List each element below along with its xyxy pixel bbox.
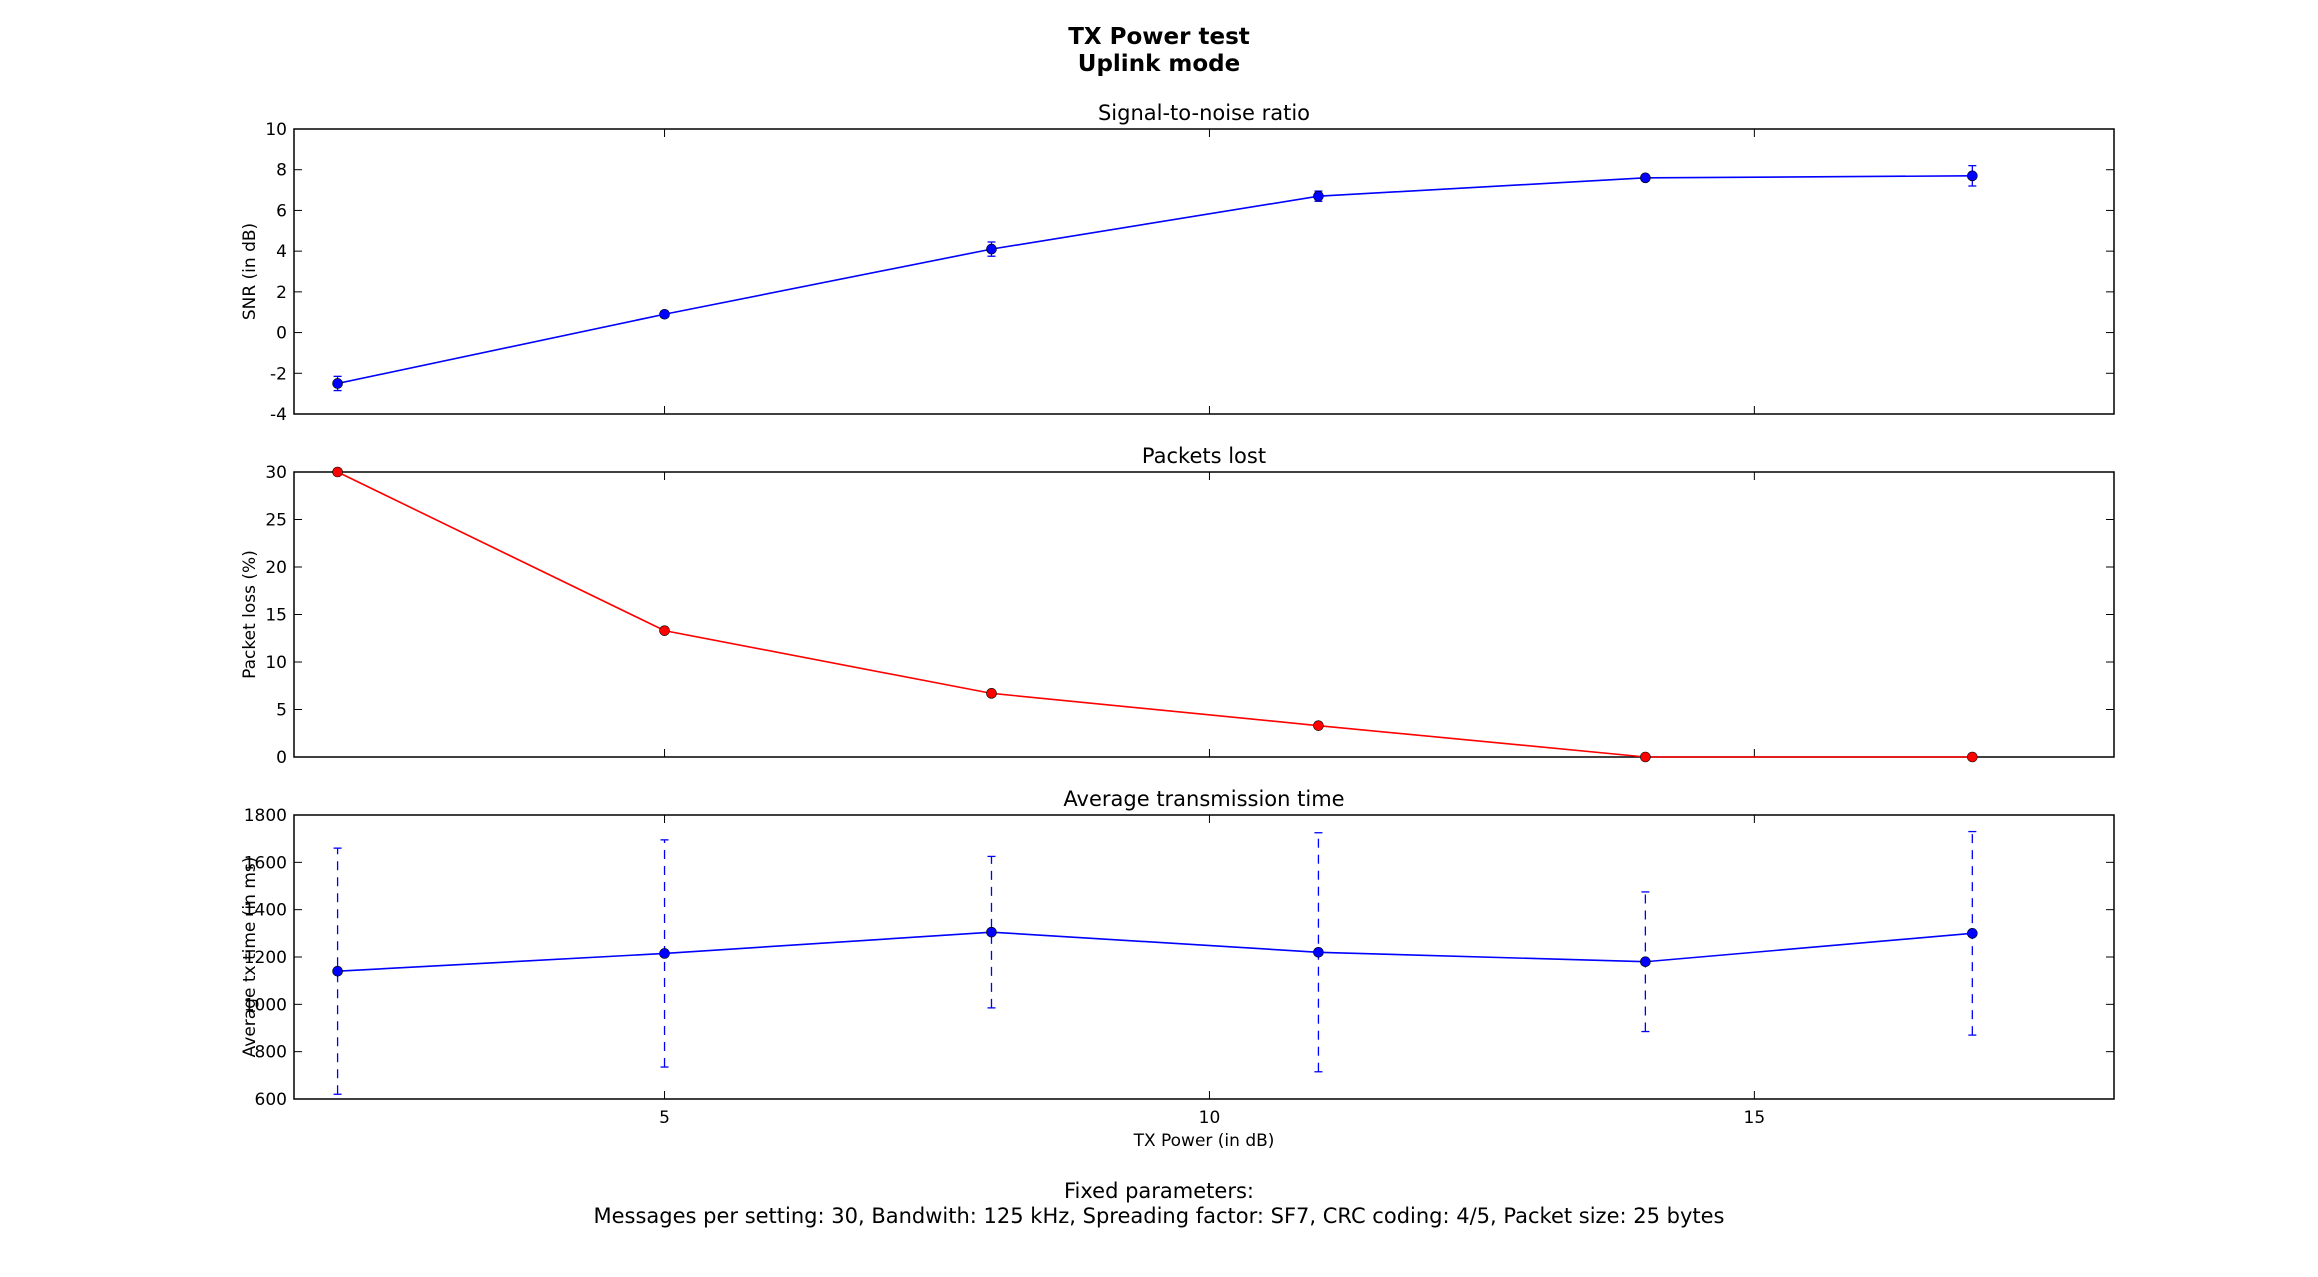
data-point (1640, 956, 1651, 968)
subplot-title: Average transmission time (1063, 787, 1344, 811)
y-tick-label: 4 (276, 242, 287, 262)
data-point (1313, 720, 1324, 731)
subplot-1: Signal-to-noise ratio -4 -2 0 2 4 6 8 10 SNR (in … (240, 101, 2115, 425)
y-tick-label: 0 (276, 324, 287, 344)
data-point (986, 243, 997, 255)
data-point (1313, 190, 1324, 202)
series-line (337, 931, 1973, 972)
y-tick-label: 600 (255, 1090, 287, 1110)
data-point (986, 926, 997, 938)
y-tick-label: 20 (265, 558, 287, 578)
data-layer (332, 830, 1978, 1095)
data-layer (332, 466, 1978, 763)
figure-title-line-1: TX Power test (1068, 24, 1250, 50)
y-tick-label: 800 (255, 1043, 287, 1063)
y-tick-label: 1000 (244, 995, 287, 1015)
x-tick-label: 10 (1199, 1108, 1221, 1128)
y-tick-label: -4 (270, 405, 287, 425)
plot-frame (293, 128, 2115, 415)
y-tick-label: 1400 (244, 901, 287, 921)
y-tick-label: 15 (265, 606, 287, 626)
subplot-3: Average transmission time 600 800 1000 1200 1… (240, 787, 2115, 1151)
data-point (332, 378, 343, 389)
data-point (1967, 751, 1978, 763)
y-tick-label: -2 (270, 364, 287, 384)
y-tick-label: 1600 (244, 853, 287, 873)
x-axis-label: TX Power (in dB) (1133, 1131, 1275, 1151)
data-point (986, 688, 997, 699)
y-axis-label: SNR (in dB) (240, 223, 260, 320)
plot-frame (293, 814, 2115, 1100)
y-tick-label: 30 (265, 463, 287, 483)
y-tick-label: 25 (265, 511, 287, 531)
y-tick-label: 10 (265, 120, 287, 140)
data-point (332, 965, 343, 977)
series-line (337, 175, 1973, 385)
y-tick-label: 10 (265, 653, 287, 673)
data-point (659, 308, 670, 320)
data-point (659, 948, 670, 959)
footnote-line-1: Fixed parameters: (1064, 1179, 1254, 1203)
subplot-title: Packets lost (1142, 444, 1266, 468)
subplot-title: Signal-to-noise ratio (1098, 101, 1310, 125)
data-point (1640, 751, 1651, 763)
x-tick-label: 15 (1744, 1108, 1766, 1128)
footnote-line-2: Messages per setting: 30, Bandwith: 125 … (593, 1204, 1724, 1228)
y-tick-label: 8 (276, 161, 287, 181)
data-point (332, 466, 343, 478)
data-point (1967, 170, 1978, 182)
series-line (337, 471, 1973, 758)
y-axis-label: Packet loss (%) (240, 550, 260, 679)
data-layer (332, 164, 1978, 392)
y-tick-label: 6 (276, 201, 287, 221)
y-axis-label: Average tx time (in ms) (240, 857, 260, 1058)
subplot-2: Packets lost 0 5 10 15 20 25 30 Packet loss (%) (240, 444, 2115, 768)
data-point (1313, 946, 1324, 958)
x-tick-label: 5 (659, 1108, 670, 1128)
charts-container: Signal-to-noise ratio -4 -2 0 2 4 6 8 10 SNR (in … (240, 101, 2115, 1151)
figure-title-line-2: Uplink mode (1078, 51, 1240, 77)
y-tick-label: 5 (276, 701, 287, 721)
data-point (1967, 928, 1978, 939)
y-tick-label: 1800 (244, 806, 287, 826)
y-tick-label: 1200 (244, 948, 287, 968)
y-tick-label: 0 (276, 748, 287, 768)
data-point (1640, 172, 1651, 184)
y-tick-label: 2 (276, 283, 287, 303)
data-point (659, 625, 670, 636)
